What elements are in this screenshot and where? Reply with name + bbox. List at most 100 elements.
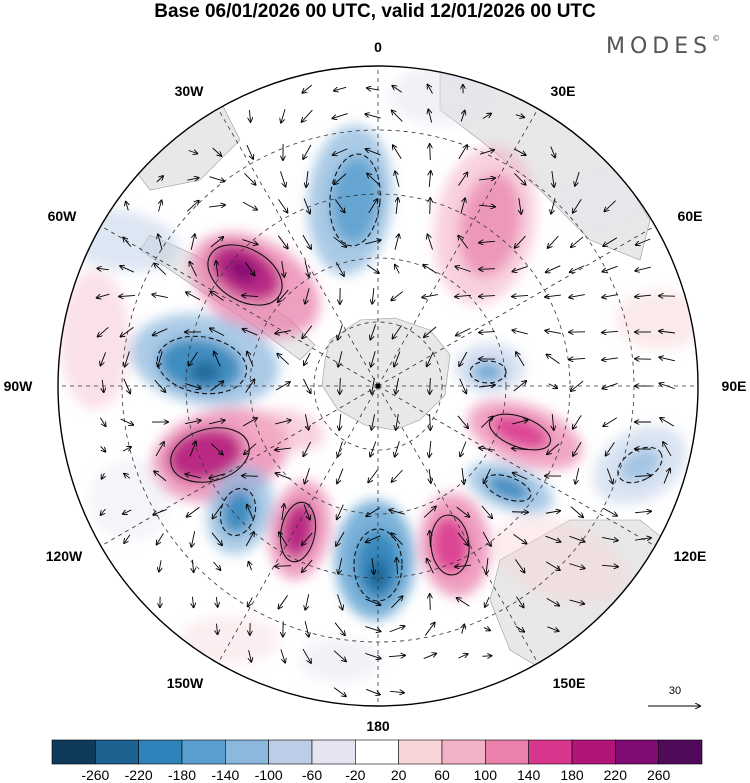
wind-arrow-185	[304, 414, 308, 430]
wind-arrow-184	[275, 420, 291, 425]
wind-arrow-242	[212, 505, 222, 518]
wind-arrow-190	[457, 415, 468, 428]
wind-arrow-166	[340, 377, 341, 394]
wind-arrow-22	[366, 149, 381, 156]
wind-arrow-326	[482, 656, 491, 657]
wind-arrow-59	[573, 198, 582, 213]
colorbar: -260 -220 -180 -140 -100 -60 -20 20 60 100 140 180 2…	[51, 739, 703, 783]
wind-arrow-104	[278, 289, 289, 302]
wind-arrow-95	[570, 265, 585, 272]
wind-arrow-27	[514, 148, 525, 155]
meridian-2	[377, 225, 656, 387]
wind-arrow-199	[122, 447, 131, 452]
wind-arrow-231	[484, 468, 491, 483]
contour-8	[219, 487, 257, 537]
wind-arrow-169	[430, 377, 431, 394]
wind-arrow-283	[396, 558, 397, 575]
meridian-8	[100, 385, 379, 547]
wind-arrow-116	[635, 295, 652, 297]
wind-arrow-35	[334, 173, 347, 185]
wind-arrow-140	[158, 351, 163, 366]
wind-arrow-264	[336, 531, 345, 546]
wind-arrow-189	[430, 413, 431, 430]
wind-arrow-143	[247, 352, 254, 367]
wind-arrow-128	[392, 325, 402, 338]
colorbar-swatch-9	[441, 739, 486, 765]
wind-arrow-205	[303, 441, 312, 456]
contour-11	[617, 446, 663, 484]
wind-arrow-33	[280, 171, 285, 186]
wind-arrow-172	[513, 381, 526, 392]
colorbar-swatch-8	[398, 739, 443, 765]
colorbar-tick-8: 60	[434, 767, 450, 783]
wind-arrow-123	[243, 329, 258, 336]
colorbar-swatch-3	[181, 739, 226, 765]
wind-arrow-162	[210, 381, 224, 392]
wind-arrow-60	[604, 200, 616, 212]
wind-arrow-322	[365, 653, 380, 658]
wind-arrow-47	[209, 205, 225, 207]
wind-arrow-287	[515, 559, 524, 572]
wind-arrow-139	[125, 351, 130, 366]
wind-arrow-269	[482, 531, 491, 546]
wind-arrow-273	[602, 537, 618, 540]
wind-arrow-72	[458, 236, 469, 249]
wind-arrow-56	[478, 205, 495, 207]
wind-arrow-77	[603, 237, 618, 246]
anomaly-cell-25	[487, 475, 529, 501]
wind-arrow-271	[545, 535, 561, 542]
wind-arrow-311	[365, 626, 380, 632]
wind-arrow-7	[281, 109, 286, 122]
anomaly-cell-34	[180, 615, 280, 665]
anomaly-cell-12	[491, 415, 549, 449]
wind-arrow-67	[302, 234, 311, 249]
colorbar-tick-10: 140	[517, 767, 541, 783]
wind-arrow-312	[389, 626, 405, 633]
wind-arrow-160	[154, 379, 166, 392]
wind-arrow-238	[101, 508, 106, 515]
wind-arrow-206	[338, 441, 343, 456]
wind-arrow-75	[548, 235, 559, 248]
wind-arrow-99	[119, 295, 136, 296]
wind-arrow-244	[282, 504, 284, 520]
wind-arrow-115	[602, 295, 618, 298]
wind-arrow-54	[430, 198, 431, 215]
wind-arrow-152	[516, 352, 525, 367]
contour-0	[207, 244, 283, 306]
wind-arrow-71	[427, 234, 433, 250]
wind-arrow-198	[100, 446, 106, 451]
wind-arrow-44	[126, 202, 129, 211]
wind-arrow-227	[368, 469, 379, 483]
wind-arrow-228	[392, 469, 403, 482]
wind-arrow-78	[636, 238, 651, 245]
wind-arrow-4	[427, 85, 433, 94]
colorbar-swatch-6	[311, 739, 356, 765]
wind-arrow-0	[302, 84, 313, 93]
wind-arrow-315	[483, 628, 490, 631]
wind-arrow-2	[367, 88, 380, 90]
wind-arrow-37	[395, 171, 400, 187]
colorbar-tick-5: -60	[302, 767, 322, 783]
colorbar-swatch-1	[95, 739, 139, 765]
wind-arrow-281	[338, 558, 343, 574]
wind-arrow-70	[394, 234, 399, 250]
wind-arrow-133	[545, 331, 561, 334]
wind-arrow-286	[486, 558, 488, 574]
wind-arrow-255	[602, 507, 617, 516]
wind-arrow-168	[395, 378, 398, 394]
colorbar-tick-12: 220	[604, 767, 628, 783]
wind-arrow-89	[395, 265, 400, 274]
colorbar-swatch-12	[571, 739, 616, 765]
wind-arrow-270	[513, 533, 526, 543]
wind-arrow-306	[217, 623, 218, 635]
anomaly-cell-38	[90, 460, 170, 540]
lon-label-0: 0	[374, 39, 382, 55]
wind-arrow-135	[602, 331, 619, 332]
wind-arrow-141	[189, 352, 198, 365]
wind-arrow-53	[396, 198, 398, 214]
wind-arrow-239	[123, 510, 132, 514]
wind-arrow-309	[304, 621, 309, 637]
wind-arrow-164	[275, 382, 290, 391]
wind-arrow-43	[575, 172, 580, 186]
